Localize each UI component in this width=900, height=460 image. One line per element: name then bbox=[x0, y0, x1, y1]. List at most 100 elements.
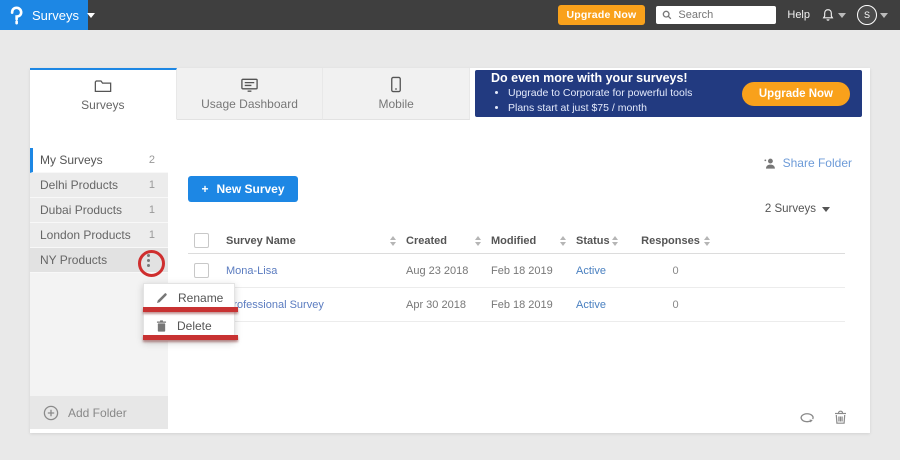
sidebar-item-london-products[interactable]: London Products 1 bbox=[30, 223, 168, 248]
tab-label: Surveys bbox=[81, 97, 125, 112]
proprofs-logo-icon bbox=[9, 6, 24, 25]
sidebar-item-my-surveys[interactable]: My Surveys 2 bbox=[30, 148, 168, 173]
add-folder-button[interactable]: Add Folder bbox=[30, 396, 168, 429]
table-header-row: Survey Name Created Modified Status Resp… bbox=[188, 228, 845, 254]
folder-count: 2 bbox=[148, 154, 155, 166]
main-card: Surveys Usage Dashboard bbox=[30, 68, 870, 433]
folder-context-menu: Rename Delete bbox=[143, 283, 235, 341]
search-icon bbox=[662, 10, 672, 20]
folder-label: My Surveys bbox=[40, 153, 103, 167]
sidebar-item-dubai-products[interactable]: Dubai Products 1 bbox=[30, 198, 168, 223]
modified-cell: Feb 18 2019 bbox=[491, 298, 553, 311]
promo-title: Do even more with your surveys! bbox=[491, 71, 688, 86]
chevron-down-icon bbox=[880, 12, 888, 18]
sort-icon[interactable] bbox=[475, 235, 481, 246]
add-folder-label: Add Folder bbox=[68, 405, 127, 420]
chevron-down-icon bbox=[822, 206, 830, 212]
product-switcher[interactable]: Surveys bbox=[0, 0, 95, 30]
row-checkbox[interactable] bbox=[194, 263, 209, 278]
folder-label: Dubai Products bbox=[40, 203, 123, 217]
dashboard-icon bbox=[240, 77, 259, 93]
column-header-created[interactable]: Created bbox=[406, 235, 491, 247]
tab-surveys[interactable]: Surveys bbox=[30, 68, 177, 120]
menu-item-label: Rename bbox=[178, 291, 224, 305]
sort-icon[interactable] bbox=[612, 235, 618, 246]
column-label: Created bbox=[406, 234, 447, 247]
select-all-checkbox[interactable] bbox=[194, 233, 209, 248]
survey-name-link[interactable]: Mona-Lisa bbox=[226, 264, 278, 277]
folder-footer-actions bbox=[799, 410, 848, 425]
new-survey-label: New Survey bbox=[216, 182, 285, 196]
topbar-upgrade-button[interactable]: Upgrade Now bbox=[557, 5, 646, 25]
restore-button[interactable] bbox=[799, 410, 816, 425]
responses-cell: 0 bbox=[672, 264, 679, 277]
surveys-count-dropdown[interactable]: 2 Surveys bbox=[765, 203, 830, 215]
folder-options-kebab-icon[interactable] bbox=[143, 250, 158, 271]
banner-upgrade-button[interactable]: Upgrade Now bbox=[741, 81, 850, 106]
folder-count: 1 bbox=[148, 229, 155, 241]
topbar-right-cluster: Upgrade Now Help bbox=[557, 5, 900, 25]
plus-icon: + bbox=[201, 182, 209, 196]
notifications-button[interactable] bbox=[821, 8, 846, 22]
sort-icon[interactable] bbox=[390, 235, 396, 246]
column-header-status[interactable]: Status bbox=[576, 235, 628, 247]
mobile-icon bbox=[390, 76, 402, 93]
column-label: Modified bbox=[491, 234, 537, 247]
menu-item-label: Delete bbox=[177, 319, 212, 333]
pencil-icon bbox=[156, 292, 168, 304]
tab-bar: Surveys Usage Dashboard bbox=[30, 68, 471, 120]
chevron-down-icon bbox=[86, 12, 95, 18]
column-header-responses[interactable]: Responses bbox=[628, 235, 723, 247]
column-header-survey-name[interactable]: Survey Name bbox=[226, 235, 406, 247]
person-add-icon bbox=[762, 157, 777, 170]
brand-label: Surveys bbox=[32, 7, 79, 23]
folder-label: NY Products bbox=[40, 253, 108, 267]
search-box[interactable] bbox=[656, 6, 777, 24]
promo-banner: Do even more with your surveys! Upgrade … bbox=[475, 70, 862, 117]
tab-mobile[interactable]: Mobile bbox=[323, 68, 471, 120]
status-badge: Active bbox=[576, 264, 606, 277]
sidebar-item-delhi-products[interactable]: Delhi Products 1 bbox=[30, 173, 168, 198]
promo-bullet: Plans start at just $75 / month bbox=[508, 101, 692, 116]
column-label: Survey Name bbox=[226, 234, 296, 247]
new-survey-button[interactable]: + New Survey bbox=[188, 176, 298, 202]
table-row: Mona-Lisa Aug 23 2018 Feb 18 2019 Active… bbox=[188, 254, 845, 288]
menu-item-delete[interactable]: Delete bbox=[144, 312, 234, 340]
folder-label: London Products bbox=[40, 228, 131, 242]
survey-name-link[interactable]: Professional Survey bbox=[226, 298, 324, 311]
tab-usage-dashboard[interactable]: Usage Dashboard bbox=[176, 68, 324, 120]
column-header-modified[interactable]: Modified bbox=[491, 235, 576, 247]
chevron-down-icon bbox=[838, 12, 846, 18]
status-badge: Active bbox=[576, 298, 606, 311]
bell-icon bbox=[821, 8, 835, 22]
column-label: Responses bbox=[641, 234, 700, 247]
sort-icon[interactable] bbox=[560, 235, 566, 246]
trash-icon bbox=[156, 320, 167, 332]
avatar: S bbox=[857, 5, 877, 25]
tab-label: Usage Dashboard bbox=[201, 96, 298, 111]
surveys-table: Survey Name Created Modified Status Resp… bbox=[188, 228, 845, 322]
created-cell: Apr 30 2018 bbox=[406, 298, 466, 311]
account-menu[interactable]: S bbox=[857, 5, 888, 25]
folder-sidebar: My Surveys 2 Delhi Products 1 Dubai Prod… bbox=[30, 148, 168, 429]
plus-circle-icon bbox=[43, 405, 59, 421]
responses-cell: 0 bbox=[672, 298, 679, 311]
sidebar-item-ny-products[interactable]: NY Products bbox=[30, 248, 168, 273]
folder-icon bbox=[94, 78, 112, 94]
tab-label: Mobile bbox=[378, 97, 414, 111]
menu-item-rename[interactable]: Rename bbox=[144, 284, 234, 312]
folder-label: Delhi Products bbox=[40, 178, 119, 192]
surveys-count-label: 2 Surveys bbox=[764, 203, 816, 215]
table-row: Professional Survey Apr 30 2018 Feb 18 2… bbox=[188, 288, 845, 322]
trash-button[interactable] bbox=[833, 410, 848, 425]
share-folder-button[interactable]: Share Folder bbox=[762, 156, 852, 170]
folder-count: 1 bbox=[148, 179, 155, 191]
sort-icon[interactable] bbox=[703, 235, 710, 246]
modified-cell: Feb 18 2019 bbox=[491, 264, 553, 277]
promo-bullet-list: Upgrade to Corporate for powerful tools … bbox=[491, 86, 692, 115]
search-input[interactable] bbox=[676, 8, 761, 22]
help-link[interactable]: Help bbox=[787, 9, 810, 21]
promo-text: Do even more with your surveys! Upgrade … bbox=[475, 71, 692, 115]
created-cell: Aug 23 2018 bbox=[406, 264, 469, 277]
